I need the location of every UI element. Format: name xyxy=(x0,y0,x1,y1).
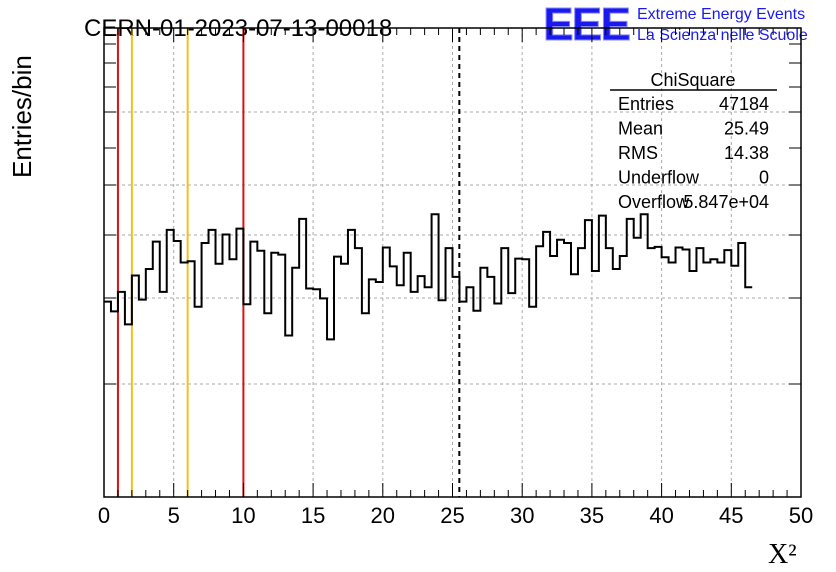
x-tick-label: 25 xyxy=(440,503,464,528)
stats-row-label: Mean xyxy=(618,119,663,139)
x-tick-label: 10 xyxy=(231,503,255,528)
x-tick-label: 30 xyxy=(510,503,534,528)
eee-logo: EEE Extreme Energy Events La Scienza nel… xyxy=(543,0,808,51)
stats-row-value: 47184 xyxy=(719,94,769,114)
stats-row-value: 25.49 xyxy=(724,119,769,139)
axes xyxy=(103,27,802,498)
stats-title: ChiSquare xyxy=(650,70,735,90)
reference-lines xyxy=(116,28,461,497)
stats-box: ChiSquare Entries 47184 Mean 25.49 RMS 14.38 U… xyxy=(610,70,777,212)
stats-row-value: 0 xyxy=(759,168,769,188)
x-tick-label: 20 xyxy=(371,503,395,528)
stats-row-value: 14.38 xyxy=(724,143,769,163)
x-tick-label: 50 xyxy=(789,503,813,528)
x-tick-label: 5 xyxy=(168,503,180,528)
grid xyxy=(104,28,801,497)
stats-row-label: Entries xyxy=(618,94,674,114)
logo-line-1: Extreme Energy Events xyxy=(637,6,805,23)
x-tick-labels: 0 5 10 15 20 25 30 35 40 45 50 xyxy=(98,503,813,528)
stats-row-label: Underflow xyxy=(618,168,700,188)
x-tick-label: 40 xyxy=(649,503,673,528)
x-tick-label: 0 xyxy=(98,503,110,528)
stats-row-label: RMS xyxy=(618,143,658,163)
logo-line-2: La Scienza nelle Scuole xyxy=(637,27,808,44)
x-tick-label: 15 xyxy=(301,503,325,528)
stats-row-label: Overflow xyxy=(618,192,690,212)
y-axis-label: Entries/bin xyxy=(7,55,37,178)
stats-row-value: 5.847e+04 xyxy=(683,192,769,212)
histogram-line xyxy=(104,213,753,341)
x-tick-label: 35 xyxy=(580,503,604,528)
eee-logo-text: EEE xyxy=(543,0,629,50)
x-tick-label: 45 xyxy=(719,503,743,528)
x-axis-label: X² xyxy=(768,539,797,570)
